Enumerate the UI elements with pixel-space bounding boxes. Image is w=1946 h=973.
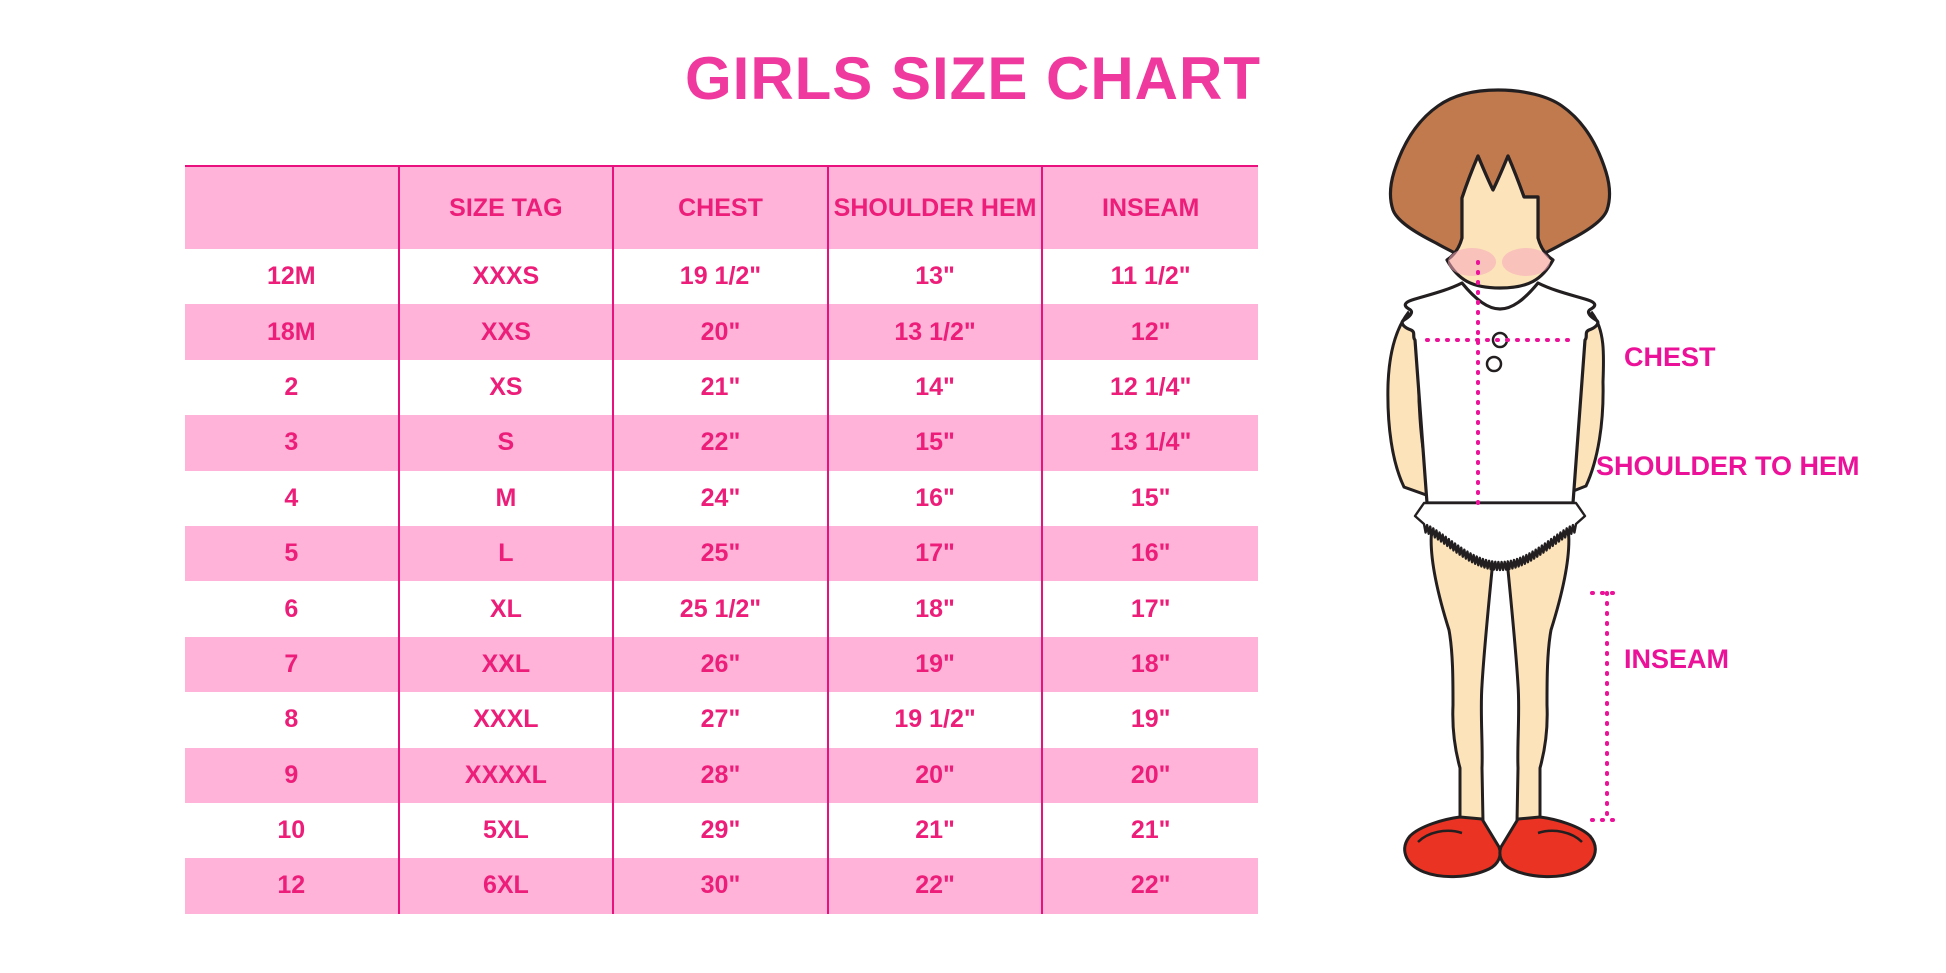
svg-text:INSEAM: INSEAM — [1624, 644, 1729, 674]
svg-text:SHOULDER TO HEM: SHOULDER TO HEM — [1596, 451, 1860, 481]
svg-text:CHEST: CHEST — [1624, 342, 1716, 372]
